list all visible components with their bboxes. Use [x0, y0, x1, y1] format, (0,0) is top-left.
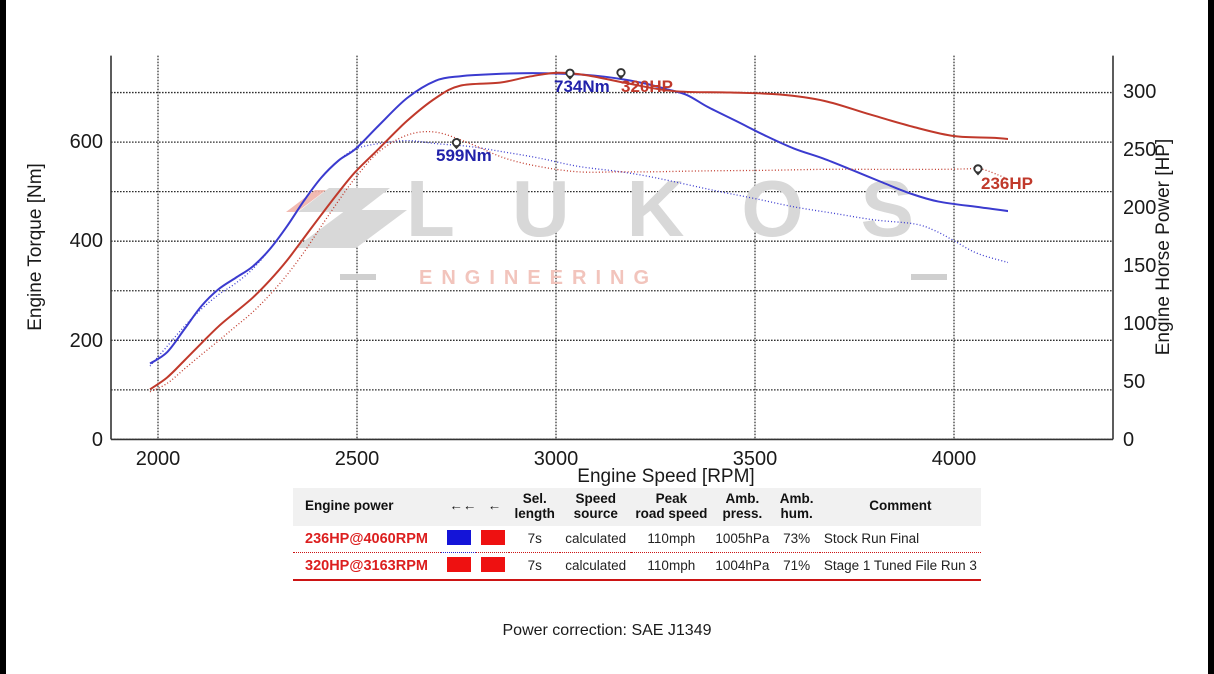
svg-text:2500: 2500 — [335, 448, 380, 470]
svg-text:LUKOS: LUKOS — [406, 164, 971, 253]
svg-text:ENGINEERING: ENGINEERING — [419, 267, 658, 289]
svg-text:100: 100 — [1123, 313, 1156, 335]
svg-text:300: 300 — [1123, 81, 1156, 103]
svg-text:0: 0 — [1123, 429, 1134, 451]
svg-text:250: 250 — [1123, 139, 1156, 161]
svg-text:320HP: 320HP — [621, 77, 673, 96]
svg-text:0: 0 — [92, 429, 103, 451]
svg-text:2000: 2000 — [136, 448, 181, 470]
svg-text:Engine Torque [Nm]: Engine Torque [Nm] — [25, 163, 46, 331]
svg-text:599Nm: 599Nm — [436, 146, 492, 165]
svg-text:200: 200 — [70, 330, 103, 352]
svg-text:3000: 3000 — [534, 448, 579, 470]
svg-text:400: 400 — [70, 230, 103, 252]
svg-text:50: 50 — [1123, 371, 1145, 393]
svg-text:Engine Speed [RPM]: Engine Speed [RPM] — [577, 466, 754, 487]
svg-text:600: 600 — [70, 131, 103, 153]
svg-text:236HP: 236HP — [981, 174, 1033, 193]
svg-text:734Nm: 734Nm — [554, 77, 610, 96]
svg-text:4000: 4000 — [932, 448, 977, 470]
svg-text:150: 150 — [1123, 255, 1156, 277]
svg-text:200: 200 — [1123, 197, 1156, 219]
svg-text:Engine Horse Power [HP]: Engine Horse Power [HP] — [1153, 139, 1174, 356]
